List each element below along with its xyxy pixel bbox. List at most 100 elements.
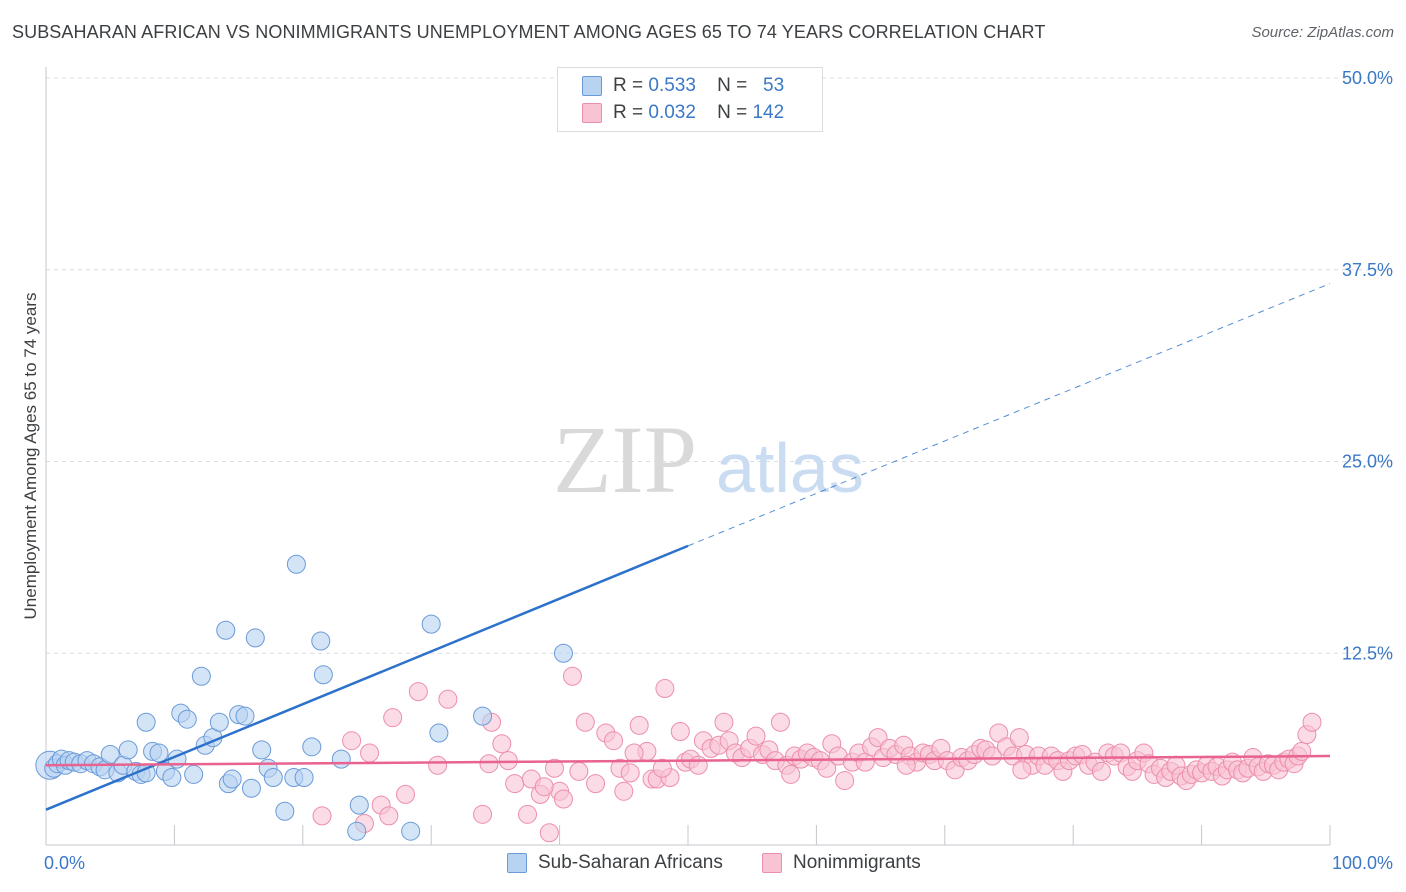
nonimmigrants-point: [714, 712, 734, 732]
nonimmigrants-point: [614, 781, 634, 801]
y-tick-label: 50.0%: [1342, 68, 1393, 88]
subsaharan-point: [302, 737, 322, 757]
subsaharan-point: [401, 821, 421, 841]
nonimmigrants-point: [396, 784, 416, 804]
subsaharan-point: [311, 631, 331, 651]
legend-r-label: R =: [613, 75, 644, 96]
legend-n-value: 53: [763, 75, 785, 96]
legend-label-subsaharan: Sub-Saharan Africans: [538, 852, 723, 873]
watermark-zip: ZIP: [553, 406, 697, 513]
trend-lines: [45, 283, 1331, 811]
subsaharan-point: [294, 768, 314, 788]
subsaharan-point: [286, 554, 306, 574]
subsaharan-point: [429, 723, 449, 743]
legend-n-value: 142: [752, 102, 785, 123]
nonimmigrants-point: [652, 758, 672, 778]
legend-swatch-blue: [507, 853, 527, 873]
subsaharan-point: [252, 740, 272, 760]
subsaharan-point: [241, 778, 261, 798]
nonimmigrants-point: [1009, 728, 1029, 748]
nonimmigrants-point: [629, 715, 649, 735]
nonimmigrants-point: [1091, 761, 1111, 781]
subsaharan-point: [177, 709, 197, 729]
nonimmigrants-point: [655, 679, 675, 699]
nonimmigrants-point: [670, 721, 690, 741]
legend-swatch-pink: [762, 853, 782, 873]
subsaharan-point: [222, 769, 242, 789]
nonimmigrants-point: [312, 806, 332, 826]
nonimmigrants-point: [492, 734, 512, 754]
subsaharan-point: [136, 712, 156, 732]
y-tick-label: 12.5%: [1342, 643, 1393, 663]
subsaharan-point: [263, 768, 283, 788]
x-tick-label: 100.0%: [1332, 853, 1393, 873]
legend-r-label: R =: [613, 102, 644, 123]
legend-item-nonimmigrants: Nonimmigrants: [762, 852, 921, 874]
nonimmigrants-points: [312, 666, 1322, 843]
subsaharan-point: [118, 740, 138, 760]
nonimmigrants-point: [479, 754, 499, 774]
legend-n-label: N =: [717, 75, 748, 96]
nonimmigrants-point: [473, 804, 493, 824]
legend-swatch-blue: [582, 76, 602, 96]
legend-item-subsaharan: Sub-Saharan Africans: [507, 852, 723, 874]
subsaharan-point: [191, 666, 211, 686]
gridlines: [46, 77, 1392, 654]
subsaharan-point: [245, 628, 265, 648]
nonimmigrants-point: [1012, 760, 1032, 780]
nonimmigrants-point: [342, 731, 362, 751]
nonimmigrants-point: [770, 712, 790, 732]
nonimmigrants-point: [518, 804, 537, 824]
legend-r-value: 0.533: [648, 75, 696, 96]
nonimmigrants-point: [781, 764, 801, 784]
subsaharan-point: [275, 801, 295, 821]
subsaharan-point: [209, 712, 229, 732]
nonimmigrants-point: [604, 731, 624, 751]
nonimmigrants-point: [620, 763, 640, 783]
nonimmigrants-point: [624, 743, 644, 763]
subsaharan-point: [553, 643, 573, 663]
subsaharan-trend-line: [45, 544, 689, 811]
subsaharan-point: [421, 614, 441, 634]
nonimmigrants-point: [408, 682, 428, 702]
tick-labels: 12.5% 25.0% 37.5% 50.0% 0.0% 100.0%: [44, 68, 1393, 873]
nonimmigrants-point: [428, 755, 448, 775]
subsaharan-point: [216, 620, 236, 640]
nonimmigrants-point: [379, 806, 399, 826]
stats-legend: R = 0.533 N = 53 R = 0.032 N = 142: [557, 67, 823, 132]
legend-row-subsaharan: R = 0.533 N = 53: [582, 75, 784, 99]
subsaharan-points: [35, 554, 573, 841]
nonimmigrants-point: [688, 755, 708, 775]
subsaharan-point: [473, 706, 493, 726]
y-tick-label: 37.5%: [1342, 260, 1393, 280]
nonimmigrants-point: [569, 761, 589, 781]
y-tick-label: 25.0%: [1342, 452, 1393, 472]
legend-n-label: N =: [717, 102, 748, 123]
legend-label-nonimmigrants: Nonimmigrants: [793, 852, 921, 873]
subsaharan-point: [100, 744, 120, 764]
nonimmigrants-point: [896, 755, 916, 775]
nonimmigrants-point: [562, 666, 582, 686]
nonimmigrants-point: [383, 708, 403, 728]
source-credit: Source: ZipAtlas.com: [1251, 24, 1394, 41]
nonimmigrants-trend-line: [45, 754, 1331, 767]
subsaharan-point: [347, 821, 367, 841]
subsaharan-point: [149, 743, 169, 763]
nonimmigrants-point: [1292, 741, 1312, 761]
nonimmigrants-point: [438, 689, 458, 709]
chart-title: SUBSAHARAN AFRICAN VS NONIMMIGRANTS UNEM…: [12, 22, 1046, 42]
legend-swatch-pink: [582, 103, 602, 123]
nonimmigrants-point: [360, 743, 380, 763]
subsaharan-point: [313, 665, 333, 685]
legend-row-nonimmigrants: R = 0.032 N = 142: [582, 102, 784, 126]
subsaharan-point: [349, 795, 369, 815]
y-axis-label: Unemployment Among Ages 65 to 74 years: [21, 292, 40, 620]
nonimmigrants-point: [539, 823, 559, 843]
nonimmigrants-point: [544, 758, 564, 778]
nonimmigrants-point: [1302, 712, 1322, 732]
nonimmigrants-point: [534, 777, 554, 797]
axes: [45, 67, 1331, 846]
watermark: ZIP atlas: [553, 406, 864, 513]
watermark-atlas: atlas: [716, 429, 864, 507]
subsaharan-point: [162, 768, 182, 788]
